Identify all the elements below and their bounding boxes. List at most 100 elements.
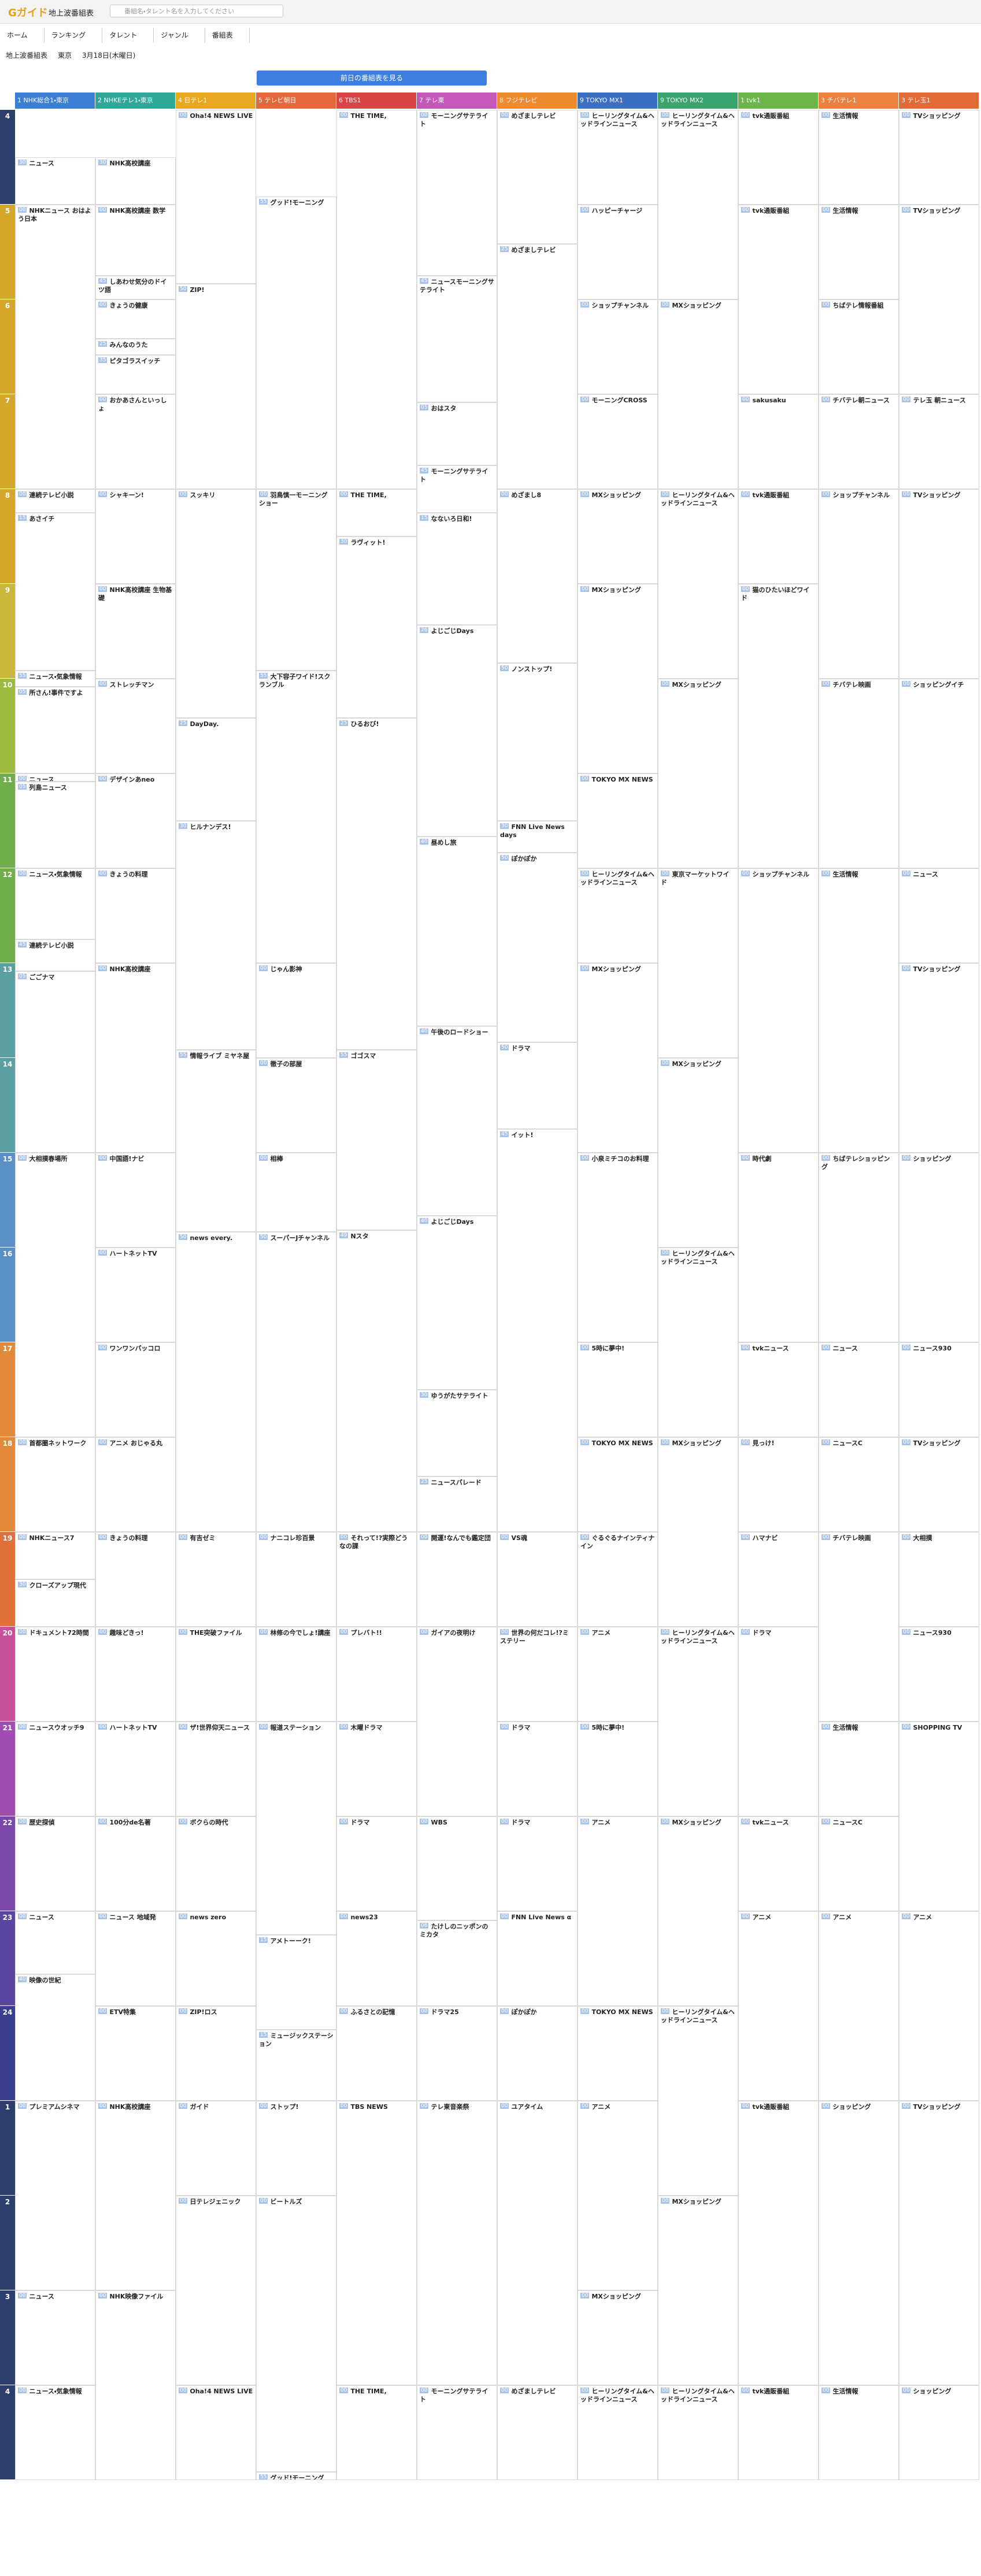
nav-item[interactable]: 番組表 bbox=[205, 28, 250, 43]
program-cell[interactable]: 00 アニメ bbox=[578, 2101, 658, 2290]
program-cell[interactable]: 00 ガイアの夜明け bbox=[417, 1627, 497, 1816]
program-cell[interactable]: 50 ぽかぽか bbox=[497, 852, 578, 1042]
program-cell[interactable]: 00 ヒーリングタイム&ヘッドラインニュース bbox=[578, 2385, 658, 2480]
program-cell[interactable]: 00 大相撲 bbox=[899, 1532, 979, 1627]
program-cell[interactable]: 00 シャキーン! bbox=[95, 489, 176, 584]
program-cell[interactable]: 30 ニュース bbox=[15, 157, 95, 205]
program-cell[interactable]: 00 NHK映像ファイル bbox=[95, 2290, 176, 2480]
program-cell[interactable]: 00 ハッピーチャージ bbox=[578, 205, 658, 299]
program-cell[interactable]: 00 MXショッピング bbox=[578, 2290, 658, 2385]
channel-header[interactable]: 1 tvk1 bbox=[738, 92, 819, 109]
program-cell[interactable]: 00 ニュース bbox=[15, 773, 95, 782]
program-cell[interactable]: 00 デザインあneo bbox=[95, 773, 176, 868]
program-cell[interactable]: 55 ニュース・気象情報 bbox=[15, 671, 95, 687]
program-cell[interactable]: 00 ヒーリングタイム&ヘッドラインニュース bbox=[658, 2006, 738, 2196]
program-cell[interactable]: 00 大相撲春場所 bbox=[15, 1153, 95, 1437]
program-cell[interactable]: 00 連続テレビ小説 bbox=[15, 489, 95, 513]
program-cell[interactable]: 00 MXショッピング bbox=[658, 1058, 738, 1248]
program-cell[interactable]: 00 ニュース 地域発 bbox=[95, 1911, 176, 2006]
program-cell[interactable]: 00 モーニングCROSS bbox=[578, 394, 658, 489]
program-cell[interactable]: 00 めざまし8 bbox=[497, 489, 578, 663]
date-select[interactable]: 3月18日(木曜日) bbox=[82, 51, 136, 60]
program-cell[interactable]: 00 VS魂 bbox=[497, 1532, 578, 1627]
program-cell[interactable]: 00 歴史探偵 bbox=[15, 1816, 95, 1911]
program-cell[interactable]: 00 TVショッピング bbox=[899, 489, 979, 679]
program-cell[interactable]: 00 ニュース bbox=[899, 868, 979, 963]
program-cell[interactable]: 00 THE突破ファイル bbox=[176, 1627, 256, 1722]
program-cell[interactable]: 25 ひるおび! bbox=[336, 718, 417, 1050]
program-cell[interactable]: 50 ドラマ bbox=[497, 1042, 578, 1129]
program-cell[interactable]: 00 TVショッピング bbox=[899, 110, 979, 205]
program-cell[interactable]: 00 NHKニュース おはよう日本 bbox=[15, 205, 95, 489]
program-cell[interactable]: 00 ぐるぐるナインティナイン bbox=[578, 1532, 658, 1627]
program-cell[interactable]: 00 ヒーリングタイム&ヘッドラインニュース bbox=[658, 2385, 738, 2480]
program-cell[interactable]: 00 tvk通販番組 bbox=[738, 2101, 819, 2385]
program-cell[interactable]: 00 ハマナビ bbox=[738, 1532, 819, 1627]
program-cell[interactable]: 00 ニュース bbox=[819, 1342, 899, 1437]
program-cell[interactable]: 00 おかあさんといっしょ bbox=[95, 394, 176, 489]
channel-header[interactable]: 8 フジテレビ bbox=[497, 92, 578, 109]
program-cell[interactable]: 00 ヒーリングタイム&ヘッドラインニュース bbox=[578, 110, 658, 205]
program-cell[interactable]: 00 TBS NEWS bbox=[336, 2101, 417, 2385]
program-cell[interactable]: 00 news zero bbox=[176, 1911, 256, 2006]
program-cell[interactable]: 00 TVショッピング bbox=[899, 2101, 979, 2385]
program-cell[interactable]: 00 100分de名著 bbox=[95, 1816, 176, 1911]
channel-header[interactable]: 1 NHK総合1・東京 bbox=[15, 92, 95, 109]
nav-item[interactable]: ランキング bbox=[45, 28, 103, 43]
program-cell[interactable]: 15 ミュージックステーション bbox=[256, 2030, 336, 2101]
program-cell[interactable]: 00 ZIP!ロス bbox=[176, 2006, 256, 2101]
program-cell[interactable]: 00 tvkニュース bbox=[738, 1342, 819, 1437]
program-cell[interactable]: 00 ストップ! bbox=[256, 2101, 336, 2196]
program-cell[interactable]: 00 ニュース bbox=[15, 2290, 95, 2385]
program-cell[interactable]: 00 モーニングサテライト bbox=[417, 110, 497, 276]
program-cell[interactable]: 40 午後のロードショー bbox=[417, 1026, 497, 1216]
program-cell[interactable]: 00 MXショッピング bbox=[578, 963, 658, 1153]
program-cell[interactable]: 00 MXショッピング bbox=[578, 584, 658, 773]
program-cell[interactable]: 50 ZIP! bbox=[176, 283, 256, 489]
program-cell[interactable]: 00 アニメ bbox=[578, 1816, 658, 2006]
program-cell[interactable]: 00 ニュース・気象情報 bbox=[15, 2385, 95, 2480]
program-cell[interactable]: 00 TVショッピング bbox=[899, 1437, 979, 1532]
program-cell[interactable]: 05 ごごナマ bbox=[15, 971, 95, 1153]
program-cell[interactable]: 06 たけしのニッポンのミカタ bbox=[417, 1920, 497, 2006]
program-cell[interactable]: 00 相棒 bbox=[256, 1153, 336, 1232]
program-cell[interactable]: 00 NHKニュース7 bbox=[15, 1532, 95, 1579]
program-cell[interactable]: 00 ふるさとの記憶 bbox=[336, 2006, 417, 2101]
program-cell[interactable]: 00 ドラマ25 bbox=[417, 2006, 497, 2101]
program-cell[interactable]: 45 ニュースモーニングサテライト bbox=[417, 276, 497, 402]
channel-header[interactable]: 9 TOKYO MX1 bbox=[578, 92, 658, 109]
program-cell[interactable]: 00 sakusaku bbox=[738, 394, 819, 489]
program-cell[interactable]: 00 ETV特集 bbox=[95, 2006, 176, 2101]
channel-header[interactable]: 4 日テレ1 bbox=[176, 92, 256, 109]
program-cell[interactable]: 15 なないろ日和! bbox=[417, 513, 497, 626]
program-cell[interactable]: 00 THE TIME, bbox=[336, 110, 417, 489]
program-cell[interactable]: 00 開運!なんでも鑑定団 bbox=[417, 1532, 497, 1627]
program-cell[interactable]: 00 MXショッピング bbox=[658, 299, 738, 489]
program-cell[interactable]: 26 よじごじDays bbox=[417, 625, 497, 837]
program-cell[interactable]: 00 WBS bbox=[417, 1816, 497, 1921]
program-cell[interactable]: 50 ノンストップ! bbox=[497, 662, 578, 821]
program-cell[interactable]: 00 ザ!世界仰天ニュース bbox=[176, 1722, 256, 1816]
program-cell[interactable]: 00 ユアタイム bbox=[497, 2101, 578, 2385]
program-cell[interactable]: 00 NHK高校講座 生物基礎 bbox=[95, 584, 176, 679]
program-cell[interactable]: 00 生活情報 bbox=[819, 868, 899, 1153]
search-box[interactable]: 番組名・タレント名を入力してください bbox=[110, 5, 283, 17]
program-cell[interactable]: 00 tvk通販番組 bbox=[738, 2385, 819, 2480]
prev-day-button[interactable]: 前日の番組表を見る bbox=[257, 71, 487, 86]
program-cell[interactable]: 49 Nスタ bbox=[336, 1230, 417, 1532]
program-cell[interactable]: 00 東京マーケットワイド bbox=[658, 868, 738, 1058]
program-cell[interactable]: 00 きょうの健康 bbox=[95, 299, 176, 339]
program-cell[interactable]: 55 グッド!モーニング bbox=[256, 197, 336, 489]
program-cell[interactable]: 00 ドキュメント72時間 bbox=[15, 1627, 95, 1722]
program-cell[interactable]: 00 NHK高校講座 bbox=[95, 2101, 176, 2290]
program-cell[interactable]: 00 チバテレ映画 bbox=[819, 679, 899, 868]
nav-item[interactable]: ホーム bbox=[0, 28, 45, 43]
program-cell[interactable]: 15 アメトーーク! bbox=[256, 1935, 336, 2030]
program-cell[interactable]: 45 連続テレビ小説 bbox=[15, 939, 95, 971]
program-cell[interactable]: 00 ドラマ bbox=[497, 1816, 578, 1911]
site-name[interactable]: 地上波番組表 bbox=[49, 9, 94, 18]
program-cell[interactable]: 00 tvk通販番組 bbox=[738, 205, 819, 394]
program-cell[interactable]: 00 有吉ゼミ bbox=[176, 1532, 256, 1627]
program-cell[interactable]: 00 きょうの料理 bbox=[95, 868, 176, 963]
program-cell[interactable]: 00 じゃん影神 bbox=[256, 963, 336, 1058]
